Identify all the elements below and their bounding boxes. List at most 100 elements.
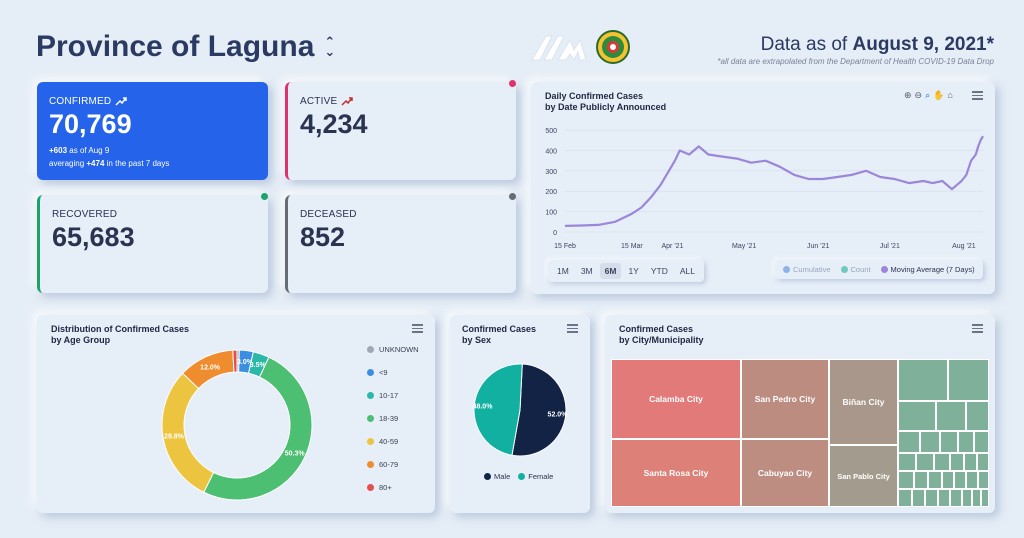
legend-count[interactable]: Count [840, 265, 871, 274]
chart-menu-icon[interactable] [412, 324, 423, 335]
treemap-cell-san-pedro[interactable]: San Pedro City [741, 359, 829, 439]
range-3m[interactable]: 3M [580, 266, 593, 276]
treemap-cell-small[interactable] [928, 471, 942, 489]
treemap-cell-small[interactable] [978, 471, 989, 489]
treemap-cell-small[interactable] [898, 489, 912, 507]
donut-slice-3[interactable] [203, 356, 313, 501]
data-as-of: Data as of August 9, 2021* [760, 34, 994, 55]
zoom-in-icon[interactable]: ⊕ [904, 90, 912, 100]
confirmed-card: Confirmed 70,769 +603 as of Aug 9 averag… [37, 82, 268, 180]
pie-slice-0[interactable] [511, 363, 567, 457]
legend-female[interactable]: Female [518, 472, 553, 481]
legend-swatch [367, 438, 374, 445]
treemap-cell-small[interactable] [898, 359, 948, 401]
treemap-cell-small[interactable] [977, 453, 989, 471]
treemap-cell-small[interactable] [962, 489, 972, 507]
legend-male[interactable]: Male [484, 472, 510, 481]
legend-label: UNKNOWN [379, 345, 419, 354]
page-title[interactable]: Province of Laguna ⌃ ⌄ [36, 30, 335, 64]
range-buttons: 1M 3M 6M 1Y YTD ALL [548, 260, 704, 282]
chart-menu-icon[interactable] [972, 91, 983, 102]
deceased-dot [509, 193, 516, 200]
range-1y[interactable]: 1Y [628, 266, 639, 276]
legend-cumulative[interactable]: Cumulative [783, 265, 831, 274]
recovered-card: Recovered 65,683 [37, 193, 268, 293]
active-card: Active 4,234 [285, 80, 516, 180]
legend-swatch [367, 461, 374, 468]
legend-moving-average[interactable]: Moving Average (7 Days) [880, 265, 975, 274]
home-icon[interactable]: ⌂ [947, 90, 953, 100]
data-note: *all data are extrapolated from the Depa… [717, 57, 994, 66]
x-tick-label: May '21 [732, 243, 756, 250]
seal-logo [596, 30, 630, 64]
moving-average-line [564, 135, 984, 227]
treemap-cell-small[interactable] [966, 471, 978, 489]
range-6m[interactable]: 6M [599, 263, 622, 279]
chart-menu-icon[interactable] [972, 324, 983, 335]
active-label: Active [300, 96, 338, 107]
treemap-cell-cabuyao[interactable]: Cabuyao City [741, 439, 829, 507]
treemap-cell-small[interactable] [916, 453, 934, 471]
treemap-cell-small[interactable] [940, 431, 958, 453]
treemap-cell-small[interactable] [950, 453, 964, 471]
logos [530, 30, 630, 64]
treemap-cell-small[interactable] [898, 471, 914, 489]
legend-item[interactable]: 80+ [367, 476, 419, 499]
slice-label: 52.0% [548, 412, 569, 419]
legend-swatch [367, 369, 374, 376]
treemap-cell-small[interactable] [934, 453, 950, 471]
pie-slice-1[interactable] [473, 363, 523, 456]
treemap-cell-calamba[interactable]: Calamba City [611, 359, 741, 439]
treemap-cell-small[interactable] [938, 489, 950, 507]
search-zoom-icon[interactable]: ⌕ [925, 90, 931, 100]
recovered-value: 65,683 [52, 222, 135, 252]
x-tick-label: Jun '21 [807, 243, 829, 250]
treemap-cell-small[interactable] [958, 431, 974, 453]
legend-item[interactable]: UNKNOWN [367, 338, 419, 361]
legend-item[interactable]: 60-79 [367, 453, 419, 476]
treemap-cell-small[interactable] [898, 401, 936, 431]
treemap-cell-small[interactable] [898, 453, 916, 471]
pan-icon[interactable]: ✋ [933, 90, 945, 100]
treemap-cell-small[interactable] [914, 471, 928, 489]
treemap-cell-santa-rosa[interactable]: Santa Rosa City [611, 439, 741, 507]
treemap-small-cells [898, 359, 989, 507]
y-tick-label: 0 [553, 230, 557, 237]
legend-item[interactable]: 40-59 [367, 430, 419, 453]
sex-legend: Male Female [484, 472, 553, 481]
treemap-cell-small[interactable] [925, 489, 938, 507]
range-ytd[interactable]: YTD [650, 266, 668, 276]
treemap-cell-small[interactable] [936, 401, 966, 431]
treemap-cell-small[interactable] [912, 489, 925, 507]
treemap-cell-small[interactable] [964, 453, 977, 471]
city-chart-title: Confirmed Cases by City/Municipality [619, 324, 704, 345]
age-group-card: Distribution of Confirmed Cases by Age G… [37, 315, 435, 513]
legend-swatch [367, 346, 374, 353]
province-select-icon[interactable]: ⌃ ⌄ [324, 34, 336, 59]
treemap-cell-small[interactable] [981, 489, 989, 507]
legend-item[interactable]: 10-17 [367, 384, 419, 407]
treemap-cell-small[interactable] [950, 489, 962, 507]
recovered-dot [261, 193, 268, 200]
treemap-cell-small[interactable] [972, 489, 981, 507]
range-1m[interactable]: 1M [557, 266, 569, 276]
range-all[interactable]: ALL [679, 266, 695, 276]
treemap-cell-small[interactable] [942, 471, 954, 489]
treemap-cell-small[interactable] [920, 431, 940, 453]
y-tick-label: 400 [545, 148, 557, 155]
treemap-cell-small[interactable] [954, 471, 966, 489]
legend-item[interactable]: 18-39 [367, 407, 419, 430]
treemap-cell-small[interactable] [974, 431, 989, 453]
y-tick-label: 200 [545, 189, 557, 196]
legend-item[interactable]: <9 [367, 361, 419, 384]
treemap-cell-san-pablo[interactable]: San Pablo City [829, 445, 898, 507]
chart-menu-icon[interactable] [567, 324, 578, 335]
treemap-cell-binan[interactable]: Biñan City [829, 359, 898, 445]
treemap-cell-small[interactable] [966, 401, 989, 431]
treemap-cell-small[interactable] [898, 431, 920, 453]
confirmed-delta: +603 as of Aug 9 averaging +474 in the p… [49, 146, 170, 168]
confirmed-value: 70,769 [49, 109, 132, 139]
donut-slice-6[interactable] [232, 349, 238, 373]
zoom-out-icon[interactable]: ⊖ [914, 90, 923, 100]
treemap-cell-small[interactable] [948, 359, 989, 401]
